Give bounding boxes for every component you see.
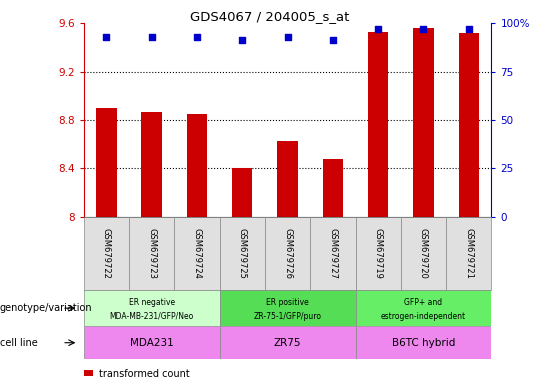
Bar [84, 217, 129, 290]
Bar [310, 217, 355, 290]
Point [419, 26, 428, 32]
Bar [220, 290, 355, 326]
Text: MDA231: MDA231 [130, 338, 173, 348]
Text: GSM679723: GSM679723 [147, 228, 156, 279]
Bar [323, 159, 343, 217]
Point [147, 33, 156, 40]
Text: cell line: cell line [0, 338, 38, 348]
Bar [355, 217, 401, 290]
Bar [355, 290, 491, 326]
Bar [129, 217, 174, 290]
Bar [84, 290, 220, 326]
Bar [174, 217, 220, 290]
Bar [220, 326, 355, 359]
Bar [446, 217, 491, 290]
Text: GSM679722: GSM679722 [102, 228, 111, 279]
Bar [84, 326, 220, 359]
Point [238, 37, 247, 43]
Bar [96, 108, 117, 217]
Text: GSM679725: GSM679725 [238, 228, 247, 279]
Bar [220, 217, 265, 290]
Text: ZR75: ZR75 [274, 338, 301, 348]
Bar [84, 371, 93, 376]
Bar [413, 28, 434, 217]
Text: GSM679726: GSM679726 [283, 228, 292, 279]
Point [284, 33, 292, 40]
Text: ER positive: ER positive [266, 298, 309, 307]
Text: GSM679719: GSM679719 [374, 228, 383, 279]
Point [464, 26, 473, 32]
Text: ER negative: ER negative [129, 298, 175, 307]
Bar [458, 33, 479, 217]
Text: GSM679721: GSM679721 [464, 228, 473, 279]
Bar [401, 217, 446, 290]
Text: ZR-75-1/GFP/puro: ZR-75-1/GFP/puro [254, 312, 321, 321]
Point [193, 33, 201, 40]
Text: GSM679727: GSM679727 [328, 228, 338, 279]
Bar [355, 326, 491, 359]
Text: GSM679724: GSM679724 [192, 228, 201, 279]
Text: B6TC hybrid: B6TC hybrid [392, 338, 455, 348]
Text: genotype/variation: genotype/variation [0, 303, 93, 313]
Text: GDS4067 / 204005_s_at: GDS4067 / 204005_s_at [190, 10, 350, 23]
Text: transformed count: transformed count [99, 369, 190, 379]
Point [374, 26, 382, 32]
Text: MDA-MB-231/GFP/Neo: MDA-MB-231/GFP/Neo [110, 312, 194, 321]
Point [328, 37, 337, 43]
Text: estrogen-independent: estrogen-independent [381, 312, 466, 321]
Bar [232, 169, 252, 217]
Bar [187, 114, 207, 217]
Bar [265, 217, 310, 290]
Text: GFP+ and: GFP+ and [404, 298, 442, 307]
Point [102, 33, 111, 40]
Text: GSM679720: GSM679720 [419, 228, 428, 279]
Bar [141, 111, 162, 217]
Bar [278, 141, 298, 217]
Bar [368, 31, 388, 217]
